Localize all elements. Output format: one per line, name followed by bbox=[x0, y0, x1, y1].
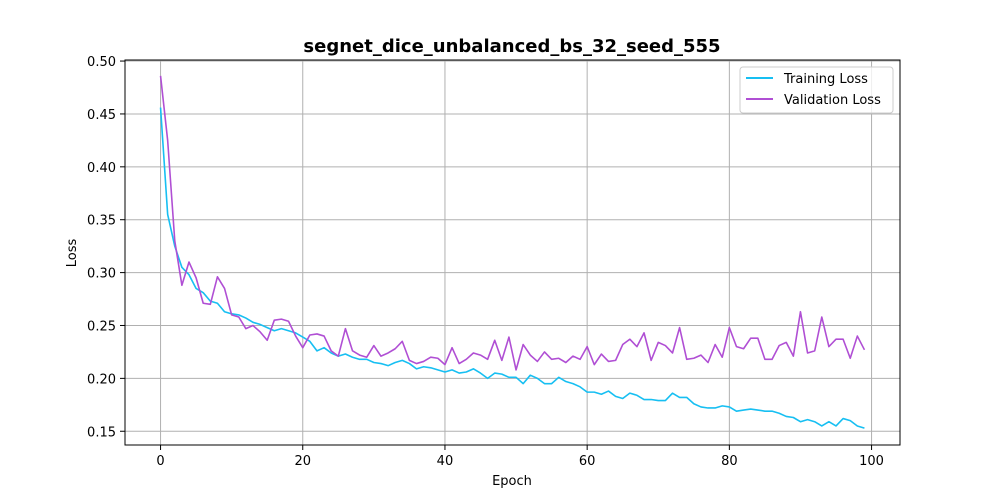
y-tick-label: 0.20 bbox=[87, 372, 116, 387]
x-tick-label: 40 bbox=[437, 454, 454, 469]
grid bbox=[125, 60, 900, 445]
y-tick-label: 0.35 bbox=[87, 214, 116, 229]
x-tick-label: 60 bbox=[579, 454, 596, 469]
plot-frame bbox=[124, 59, 901, 446]
y-tick-label: 0.45 bbox=[87, 108, 116, 123]
series-lines bbox=[159, 75, 866, 429]
y-tick-label: 0.25 bbox=[87, 319, 116, 334]
chart-title: segnet_dice_unbalanced_bs_32_seed_555 bbox=[303, 36, 720, 57]
y-axis-label: Loss bbox=[65, 239, 80, 268]
x-tick-label: 100 bbox=[859, 454, 884, 469]
x-tick-label: 0 bbox=[156, 454, 164, 469]
y-tick-label: 0.30 bbox=[87, 267, 116, 282]
y-tick-label: 0.40 bbox=[87, 161, 116, 176]
training-loss-line bbox=[159, 107, 865, 429]
y-tick-label: 0.15 bbox=[87, 425, 116, 440]
legend-label-training: Training Loss bbox=[783, 72, 868, 87]
axis-ticks: 0 20 40 60 80 100 0.15 0.20 0.25 0.30 0.35 0.40 0.45… bbox=[87, 55, 884, 469]
x-axis-label: Epoch bbox=[492, 474, 532, 489]
validation-loss-line bbox=[159, 75, 866, 371]
legend-box bbox=[739, 66, 894, 114]
x-tick-label: 20 bbox=[294, 454, 311, 469]
legend: Training Loss Validation Loss bbox=[739, 66, 894, 114]
y-tick-label: 0.50 bbox=[87, 55, 116, 70]
legend-label-validation: Validation Loss bbox=[784, 93, 881, 108]
x-tick-label: 80 bbox=[721, 454, 738, 469]
